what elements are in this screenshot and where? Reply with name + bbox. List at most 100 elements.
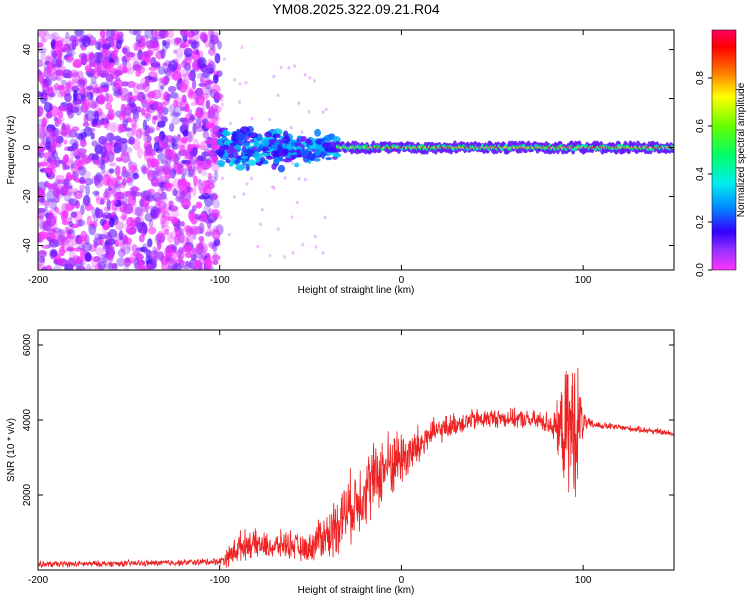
figure-title: YM08.2025.322.09.21.R04: [272, 1, 440, 17]
spectrogram-cell: [71, 72, 80, 84]
spectrogram-cell: [73, 247, 83, 252]
spectrogram-cell: [240, 155, 249, 160]
spectrogram-cell: [213, 105, 222, 114]
spectrogram-cell: [99, 30, 106, 39]
spectrogram-cell: [90, 101, 97, 110]
spectrogram-cell: [71, 126, 80, 132]
spectrogram-cell: [38, 70, 43, 75]
spectrogram-cell: [97, 93, 106, 105]
spectrogram-y-tick-label: -20: [22, 189, 33, 204]
spectrogram-cell: [199, 76, 205, 83]
spectrogram-cell: [211, 229, 221, 240]
spectrogram-cell: [187, 130, 192, 143]
spectrogram-cell: [108, 57, 114, 63]
spectrogram-cell: [63, 178, 70, 188]
spectrogram-cell: [81, 170, 92, 179]
spectrogram-cell: [150, 206, 160, 219]
spectrogram-cell: [71, 39, 77, 51]
spectrogram-cell: [55, 210, 64, 215]
spectrogram-cell: [124, 222, 131, 228]
spectrogram-cell: [173, 49, 178, 54]
spectrogram-cell: [121, 126, 128, 133]
spectrogram-cell: [167, 60, 178, 72]
spectrogram-cell: [158, 78, 164, 83]
spectrogram-cell: [114, 86, 123, 99]
spectrogram-cell: [73, 147, 79, 152]
spectrogram-cell: [62, 154, 70, 167]
spectrogram-cell: [181, 94, 187, 103]
spectrogram-cell: [39, 161, 49, 167]
spectrogram-cell: [102, 191, 112, 199]
spectrogram-cell: [186, 173, 192, 178]
spectrogram-cell: [71, 101, 77, 113]
spectrogram-cell: [144, 77, 150, 88]
spectrogram-cell: [220, 97, 224, 102]
spectrogram-cell: [96, 38, 105, 48]
spectrogram-cell: [140, 60, 147, 66]
spectrogram-cell: [130, 109, 141, 115]
spectrogram-cell: [179, 221, 185, 227]
spectrogram-cell: [188, 88, 194, 98]
spectrogram-cell: [206, 160, 213, 168]
spectrogram-cell: [175, 37, 181, 46]
spectrogram-cell: [204, 179, 211, 189]
spectrogram-cell: [115, 165, 121, 177]
spectrogram-cell: [153, 167, 161, 175]
spectrogram-cell: [205, 99, 211, 110]
spectrogram-cell: [91, 259, 100, 268]
spectrogram-cell: [129, 186, 140, 192]
spectrogram-cell: [214, 52, 221, 64]
spectrogram-cell: [86, 85, 93, 91]
spectrogram-cell: [147, 165, 152, 176]
snr-x-tick-label: -200: [28, 575, 48, 586]
spectrogram-cell: [133, 42, 138, 51]
spectrogram-cell: [161, 203, 170, 214]
spectrogram-cell: [99, 118, 105, 126]
spectrogram-cell: [72, 150, 77, 157]
spectrogram-cell: [171, 142, 176, 149]
spectrogram-cell: [60, 79, 67, 86]
spectrogram-cell: [149, 128, 154, 133]
spectrogram-cell: [92, 255, 101, 263]
spectrogram-cell: [153, 101, 163, 111]
spectrogram-cell: [142, 224, 148, 235]
snr-frame: [37, 329, 675, 571]
spectrogram-cell: [181, 189, 186, 199]
spectrogram-x-tick-label: 0: [399, 275, 405, 286]
spectrogram-cell: [50, 249, 58, 258]
spectrogram-cell: [297, 101, 301, 105]
spectrogram-cell: [190, 225, 199, 236]
spectrogram-cell: [260, 138, 270, 147]
spectrogram-y-tick-label: 40: [22, 44, 33, 56]
spectrogram-cell: [89, 265, 100, 270]
colorbar: 0.0 0.2 0.4 0.6 0.8 Normalized spectral ampl…: [695, 29, 747, 277]
spectrogram-cell: [103, 194, 110, 201]
spectrogram-cell: [64, 92, 72, 103]
spectrogram-cell: [194, 111, 201, 117]
spectrogram-cell: [57, 235, 68, 243]
spectrogram-cell: [236, 128, 241, 134]
spectrogram-cell: [314, 245, 318, 249]
spectrogram-cell: [41, 244, 51, 249]
spectrogram-cell: [65, 82, 72, 91]
spectrogram-cell: [92, 87, 101, 94]
spectrogram-cell: [58, 105, 68, 113]
spectrogram-cell: [198, 235, 205, 242]
spectrogram-cell: [132, 138, 141, 151]
spectrogram-cell: [53, 231, 61, 242]
spectrogram-cell: [104, 231, 110, 243]
spectrogram-cell: [72, 171, 77, 182]
spectrogram-cell: [179, 190, 187, 196]
spectrogram-cell: [165, 38, 171, 46]
spectrogram-cell: [161, 206, 168, 214]
spectrogram-cell: [219, 215, 223, 219]
spectrogram-cell: [42, 93, 48, 99]
spectrogram-cell: [172, 99, 179, 108]
spectrogram-cell: [38, 212, 43, 219]
spectrogram-cell: [106, 36, 115, 41]
spectrogram-cell: [170, 230, 176, 240]
spectrogram-cell: [264, 131, 272, 138]
spectrogram-cell: [187, 91, 198, 100]
spectrogram-cell: [211, 36, 218, 45]
spectrogram-cell: [210, 31, 220, 38]
